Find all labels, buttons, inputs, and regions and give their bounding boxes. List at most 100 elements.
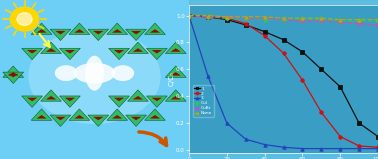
CuI	[300, 19, 305, 21]
3	[357, 148, 361, 150]
Polygon shape	[36, 29, 47, 33]
Polygon shape	[127, 90, 148, 101]
CuBr	[187, 15, 191, 17]
Polygon shape	[65, 50, 75, 53]
Polygon shape	[93, 117, 104, 120]
None	[300, 17, 305, 19]
Polygon shape	[74, 29, 85, 33]
CuI	[262, 19, 267, 21]
Ellipse shape	[112, 65, 134, 81]
CuBr	[319, 20, 324, 22]
1	[206, 16, 210, 18]
Polygon shape	[114, 98, 124, 101]
Polygon shape	[144, 109, 166, 120]
2	[357, 145, 361, 147]
None	[243, 16, 248, 18]
CuBr	[338, 21, 342, 23]
Line: CuBr: CuBr	[187, 14, 378, 27]
3	[225, 122, 229, 124]
None	[187, 15, 191, 17]
Polygon shape	[69, 23, 90, 34]
None	[338, 19, 342, 21]
Circle shape	[11, 7, 39, 31]
Polygon shape	[166, 66, 186, 77]
2	[262, 35, 267, 37]
Polygon shape	[152, 50, 162, 53]
1	[281, 39, 286, 41]
None	[319, 17, 324, 19]
Polygon shape	[50, 29, 71, 41]
None	[376, 19, 378, 21]
CuI	[187, 15, 191, 17]
Polygon shape	[41, 42, 61, 53]
CuI	[225, 17, 229, 19]
3	[376, 148, 378, 150]
2	[243, 23, 248, 24]
Polygon shape	[112, 115, 122, 119]
Polygon shape	[146, 96, 167, 107]
1	[262, 31, 267, 33]
Polygon shape	[125, 29, 146, 41]
None	[206, 15, 210, 17]
Polygon shape	[3, 66, 23, 77]
CuBr	[357, 23, 361, 24]
Polygon shape	[27, 98, 37, 101]
Ellipse shape	[85, 56, 104, 91]
CuI	[243, 17, 248, 19]
Polygon shape	[27, 50, 37, 53]
Polygon shape	[170, 72, 181, 76]
1	[319, 68, 324, 70]
Polygon shape	[150, 115, 160, 119]
Polygon shape	[107, 109, 127, 120]
3	[187, 15, 191, 17]
1	[187, 15, 191, 17]
Polygon shape	[133, 96, 143, 100]
3	[300, 148, 305, 150]
Polygon shape	[93, 31, 104, 34]
Polygon shape	[152, 98, 162, 101]
None	[357, 19, 361, 21]
CuBr	[300, 20, 305, 22]
Polygon shape	[88, 29, 109, 41]
Line: None: None	[187, 14, 378, 21]
Legend: 1, 2, 3, CuI, CuBr, None: 1, 2, 3, CuI, CuBr, None	[193, 85, 214, 117]
CuI	[319, 19, 324, 21]
1	[243, 24, 248, 26]
Polygon shape	[131, 117, 141, 120]
Polygon shape	[109, 96, 129, 107]
Polygon shape	[150, 29, 160, 33]
Polygon shape	[69, 109, 90, 120]
CuI	[338, 20, 342, 22]
Polygon shape	[166, 42, 186, 53]
Ellipse shape	[74, 63, 115, 83]
CuI	[281, 19, 286, 21]
CuBr	[225, 16, 229, 18]
Polygon shape	[133, 48, 143, 52]
Line: 3: 3	[187, 14, 378, 150]
Polygon shape	[125, 115, 146, 126]
1	[225, 19, 229, 21]
Polygon shape	[50, 115, 71, 126]
2	[281, 52, 286, 54]
Polygon shape	[131, 31, 141, 34]
2	[225, 17, 229, 19]
CuBr	[206, 16, 210, 18]
2	[376, 146, 378, 148]
2	[319, 111, 324, 113]
3	[206, 75, 210, 77]
2	[338, 136, 342, 138]
Polygon shape	[60, 96, 80, 107]
Line: CuI: CuI	[187, 14, 378, 23]
Polygon shape	[22, 48, 42, 60]
Polygon shape	[31, 109, 52, 120]
Ellipse shape	[55, 65, 77, 81]
1	[338, 86, 342, 88]
3	[319, 148, 324, 150]
Polygon shape	[170, 96, 181, 100]
Polygon shape	[107, 23, 127, 34]
Polygon shape	[65, 98, 75, 101]
3	[338, 148, 342, 150]
Polygon shape	[166, 90, 186, 101]
CuI	[357, 20, 361, 22]
Y-axis label: C/C₀: C/C₀	[169, 71, 175, 86]
